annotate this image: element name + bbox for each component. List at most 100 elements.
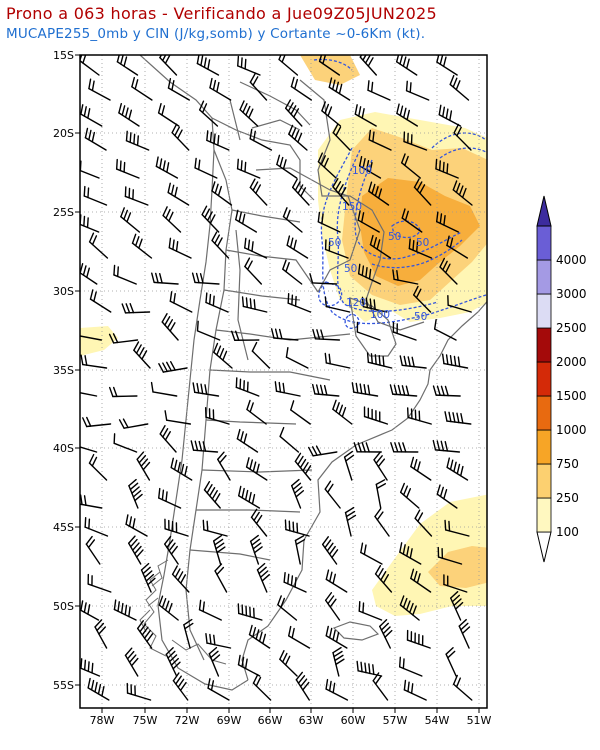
wind-barb <box>207 678 230 701</box>
wind-barb <box>321 536 339 565</box>
wind-barb <box>168 237 192 259</box>
wind-barb <box>444 411 472 425</box>
wind-barb <box>413 178 432 206</box>
wind-barb <box>332 178 350 206</box>
wind-barb <box>140 562 156 593</box>
colorbar: 100 250 750 1000 1500 2000 2500 3000 400… <box>536 195 587 563</box>
wind-barb <box>190 440 219 453</box>
wind-barb <box>318 55 341 76</box>
wind-barb <box>354 104 377 127</box>
wind-barb <box>170 457 193 481</box>
wind-barb <box>324 352 351 369</box>
wind-barb <box>343 450 355 481</box>
wind-barb <box>108 386 138 398</box>
lon-label-54w: 54W <box>425 714 450 727</box>
wind-barb <box>288 625 311 649</box>
wind-barb <box>125 514 148 537</box>
wind-barb <box>374 508 390 537</box>
wind-barb <box>443 574 468 593</box>
wind-barb <box>201 205 220 233</box>
lon-label-72w: 72W <box>175 714 200 727</box>
wind-barb <box>432 439 461 453</box>
wind-barb <box>208 646 221 677</box>
wind-barb <box>433 318 457 341</box>
wind-barb <box>452 180 473 206</box>
wind-barb <box>162 206 182 233</box>
wind-barb <box>450 590 464 621</box>
cin-contour <box>318 281 343 307</box>
wind-barb <box>244 257 263 285</box>
wind-barb <box>80 658 101 677</box>
wind-barb <box>410 568 432 593</box>
wind-barb <box>414 509 433 537</box>
wind-barb <box>165 647 181 677</box>
cin-contour <box>354 159 463 260</box>
lat-lon-grid <box>80 55 487 708</box>
wind-barb <box>211 231 230 259</box>
wind-barb <box>183 618 194 649</box>
wind-barb <box>282 207 303 233</box>
wind-barb <box>171 565 190 593</box>
colorbar-label-3000: 3000 <box>556 287 587 301</box>
wind-barb <box>406 629 431 649</box>
wind-barb <box>194 157 218 179</box>
wind-barb <box>441 353 469 369</box>
colorbar-label-750: 750 <box>556 457 579 471</box>
wind-barb <box>250 508 268 537</box>
wind-barb <box>252 673 272 701</box>
wind-barb <box>446 235 469 259</box>
wind-barb <box>279 650 298 677</box>
wind-barb <box>88 232 109 259</box>
fjord-detail <box>143 571 167 657</box>
lon-label-75w: 75W <box>133 714 158 727</box>
falkland-islands <box>332 621 380 641</box>
cin-label: 50 <box>416 237 429 249</box>
wind-barb <box>351 382 379 397</box>
colorbar-segment <box>536 463 552 499</box>
wind-barb <box>432 385 461 397</box>
colorbar-segment <box>536 293 552 329</box>
wind-barb <box>403 131 428 151</box>
wind-barb <box>151 272 179 285</box>
wind-barb <box>369 234 392 259</box>
wind-barb <box>209 77 232 101</box>
wind-barb <box>324 480 341 509</box>
wind-barb <box>288 124 308 151</box>
fjords-chile <box>139 559 227 665</box>
wind-barb <box>356 321 381 341</box>
wind-barb <box>113 264 137 285</box>
wind-barb <box>172 672 189 701</box>
wind-barb <box>399 482 420 509</box>
border-bolivia <box>211 117 315 201</box>
wind-barb <box>283 572 307 593</box>
wind-barb <box>131 233 153 259</box>
wind-barb <box>159 55 178 76</box>
wind-barb <box>357 263 382 285</box>
wind-barb <box>291 178 310 206</box>
wind-barb <box>196 320 221 341</box>
wind-barb <box>401 208 423 233</box>
cin-label: 50 <box>344 263 357 275</box>
lat-label-15s: 15S <box>53 49 74 62</box>
wind-barb <box>159 425 177 453</box>
cin-label: 50 <box>328 237 341 249</box>
wind-barb <box>169 291 193 313</box>
wind-barb <box>435 211 460 233</box>
colorbar-label-1500: 1500 <box>556 389 587 403</box>
wind-barb <box>118 102 140 127</box>
wind-barb <box>410 456 432 481</box>
wind-barb <box>311 383 340 397</box>
wind-barb <box>368 181 390 206</box>
wind-barb <box>230 330 260 341</box>
wind-barb <box>113 599 137 621</box>
wind-barb <box>157 102 180 127</box>
lat-label-45s: 45S <box>53 521 74 534</box>
wind-barb <box>213 342 233 369</box>
wind-barb <box>284 519 310 537</box>
wind-barb <box>284 99 303 127</box>
wind-barb <box>358 600 383 621</box>
wind-barb <box>435 158 459 179</box>
wind-barb <box>438 104 462 127</box>
lat-label-50s: 50S <box>53 600 74 613</box>
wind-barb <box>80 446 98 453</box>
